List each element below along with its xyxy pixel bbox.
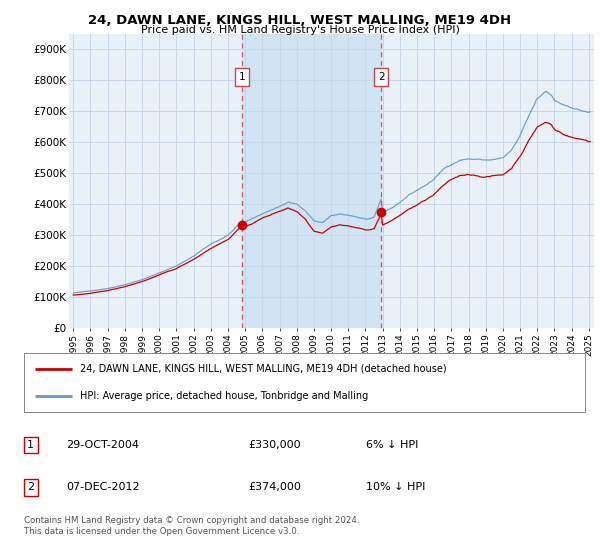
Text: 10% ↓ HPI: 10% ↓ HPI	[366, 483, 425, 492]
Text: £374,000: £374,000	[248, 483, 301, 492]
Text: Price paid vs. HM Land Registry's House Price Index (HPI): Price paid vs. HM Land Registry's House …	[140, 25, 460, 35]
Text: Contains HM Land Registry data © Crown copyright and database right 2024.
This d: Contains HM Land Registry data © Crown c…	[24, 516, 359, 536]
Text: 2: 2	[27, 483, 34, 492]
Text: 1: 1	[239, 72, 245, 82]
Text: 24, DAWN LANE, KINGS HILL, WEST MALLING, ME19 4DH: 24, DAWN LANE, KINGS HILL, WEST MALLING,…	[88, 14, 512, 27]
Text: £330,000: £330,000	[248, 440, 301, 450]
Text: 29-OCT-2004: 29-OCT-2004	[66, 440, 139, 450]
Text: HPI: Average price, detached house, Tonbridge and Malling: HPI: Average price, detached house, Tonb…	[80, 391, 368, 401]
Text: 24, DAWN LANE, KINGS HILL, WEST MALLING, ME19 4DH (detached house): 24, DAWN LANE, KINGS HILL, WEST MALLING,…	[80, 363, 447, 374]
Text: 07-DEC-2012: 07-DEC-2012	[66, 483, 140, 492]
Text: 1: 1	[27, 440, 34, 450]
Text: 2: 2	[378, 72, 385, 82]
Text: 6% ↓ HPI: 6% ↓ HPI	[366, 440, 419, 450]
Bar	[242, 34, 381, 328]
